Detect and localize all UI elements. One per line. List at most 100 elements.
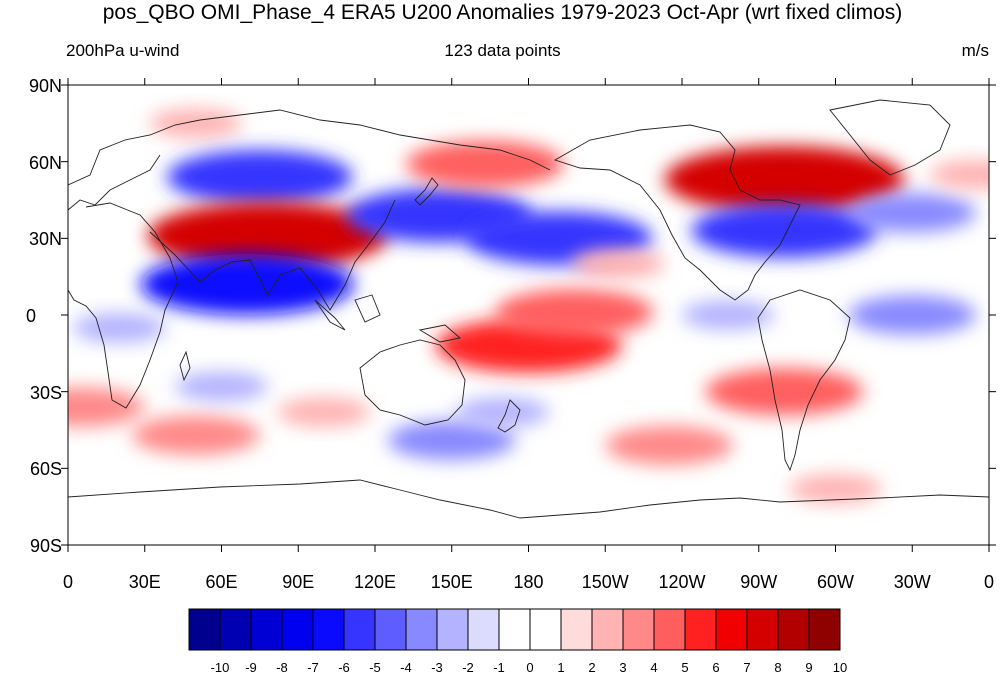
axis-ticks bbox=[61, 78, 996, 552]
colorbar-label: 9 bbox=[805, 660, 812, 675]
lat-label: 90N bbox=[29, 76, 62, 96]
lon-label: 120E bbox=[354, 572, 396, 592]
colorbar-label: 8 bbox=[774, 660, 781, 675]
colorbar bbox=[188, 608, 841, 651]
anomaly-center bbox=[72, 312, 166, 343]
lon-label: 90W bbox=[740, 572, 777, 592]
colorbar-label: -10 bbox=[211, 660, 230, 675]
anomaly-center bbox=[691, 203, 878, 258]
colorbar-box bbox=[188, 608, 221, 651]
anomaly-contour bbox=[495, 288, 654, 336]
colorbar-label: 5 bbox=[681, 660, 688, 675]
colorbar-label: -1 bbox=[493, 660, 505, 675]
new-zealand-coastline bbox=[497, 399, 521, 433]
anomaly-contour bbox=[456, 397, 550, 427]
colorbar-box bbox=[436, 608, 469, 651]
anomaly-center bbox=[132, 415, 260, 455]
anomaly-center bbox=[277, 397, 371, 427]
colorbar-label: 7 bbox=[743, 660, 750, 675]
greenland-coastline bbox=[829, 99, 951, 176]
anomaly-center bbox=[848, 295, 977, 335]
anomaly-contour bbox=[664, 145, 905, 214]
lat-label: 30N bbox=[29, 229, 62, 249]
colorbar-box bbox=[529, 608, 562, 651]
colorbar-label: 2 bbox=[588, 660, 595, 675]
colorbar-box bbox=[405, 608, 438, 651]
colorbar-labels: -10 -9 -8 -7 -6 -5 -4 -3 -2 -1 0 1 2 3 4… bbox=[211, 660, 848, 675]
lon-label: 0 bbox=[984, 572, 994, 592]
colorbar-box bbox=[498, 608, 531, 651]
anomaly-center bbox=[605, 425, 734, 465]
anomaly-contour bbox=[605, 425, 734, 465]
anomaly-contour bbox=[789, 473, 882, 504]
anomaly-center bbox=[705, 368, 864, 416]
colorbar-label: -3 bbox=[431, 660, 443, 675]
colorbar-label: -9 bbox=[245, 660, 257, 675]
colorbar-box bbox=[808, 608, 841, 651]
anomaly-contour bbox=[571, 249, 665, 279]
colorbar-label: 4 bbox=[650, 660, 657, 675]
anomaly-contour bbox=[175, 371, 268, 402]
australia-coastline bbox=[359, 339, 466, 426]
anomaly-center bbox=[929, 159, 989, 190]
longitude-labels: 0 30E 60E 90E 120E 150E 180 150W 120W 90… bbox=[63, 572, 994, 592]
anomaly-center bbox=[147, 202, 388, 270]
sumatra-coastline bbox=[314, 299, 346, 331]
anomaly-center bbox=[495, 288, 654, 336]
anomaly-contour bbox=[72, 312, 166, 343]
anomaly-center bbox=[571, 249, 665, 279]
anomaly-contour bbox=[406, 140, 564, 188]
colorbar-label: -4 bbox=[400, 660, 412, 675]
anomaly-center bbox=[175, 371, 268, 402]
colorbar-box bbox=[560, 608, 593, 651]
colorbar-label: -6 bbox=[338, 660, 350, 675]
colorbar-label: -7 bbox=[307, 660, 319, 675]
colorbar-label: 0 bbox=[526, 660, 533, 675]
lon-label: 150E bbox=[431, 572, 473, 592]
colorbar-label: -5 bbox=[369, 660, 381, 675]
lat-label: 60N bbox=[29, 153, 62, 173]
anomaly-contour bbox=[387, 420, 516, 460]
africa-coastline bbox=[68, 202, 179, 409]
anomaly-contour bbox=[691, 203, 878, 258]
anomaly-contour bbox=[681, 300, 775, 330]
lat-label: 60S bbox=[30, 459, 62, 479]
units-label: m/s bbox=[961, 41, 989, 60]
colorbar-label: -2 bbox=[462, 660, 474, 675]
anomaly-contour bbox=[166, 150, 353, 204]
anomaly-center bbox=[149, 108, 243, 139]
colorbar-box bbox=[746, 608, 779, 651]
colorbar-box bbox=[312, 608, 345, 651]
center-subtitle: 123 data points bbox=[444, 41, 561, 60]
anomaly-center bbox=[848, 193, 977, 233]
anomaly-center bbox=[456, 397, 550, 427]
lon-label: 30W bbox=[894, 572, 931, 592]
anomaly-center bbox=[166, 150, 353, 204]
colorbar-box bbox=[653, 608, 686, 651]
lon-label: 60E bbox=[205, 572, 237, 592]
anomaly-contour bbox=[132, 415, 260, 455]
anomaly-contour bbox=[277, 397, 371, 427]
lon-label: 120W bbox=[658, 572, 705, 592]
anomaly-contour bbox=[147, 202, 388, 270]
japan-coastline bbox=[414, 177, 439, 206]
colorbar-box bbox=[777, 608, 810, 651]
north-america-coastline bbox=[553, 124, 801, 301]
colorbar-box bbox=[219, 608, 252, 651]
left-subtitle: 200hPa u-wind bbox=[66, 41, 180, 60]
colorbar-box bbox=[374, 608, 407, 651]
south-america-coastline bbox=[757, 289, 851, 472]
lon-label: 0 bbox=[63, 572, 73, 592]
new-guinea-coastline bbox=[418, 324, 461, 343]
anomaly-contour bbox=[929, 159, 989, 190]
colorbar-box bbox=[281, 608, 314, 651]
colorbar-label: 3 bbox=[619, 660, 626, 675]
madagascar-coastline bbox=[179, 350, 191, 382]
anomaly-contour bbox=[68, 387, 145, 427]
plot-title: pos_QBO OMI_Phase_4 ERA5 U200 Anomalies … bbox=[102, 1, 903, 24]
colorbar-box bbox=[715, 608, 748, 651]
eurasia-north-coastline bbox=[68, 109, 551, 186]
anomaly-contour bbox=[848, 193, 977, 233]
colorbar-box bbox=[467, 608, 500, 651]
